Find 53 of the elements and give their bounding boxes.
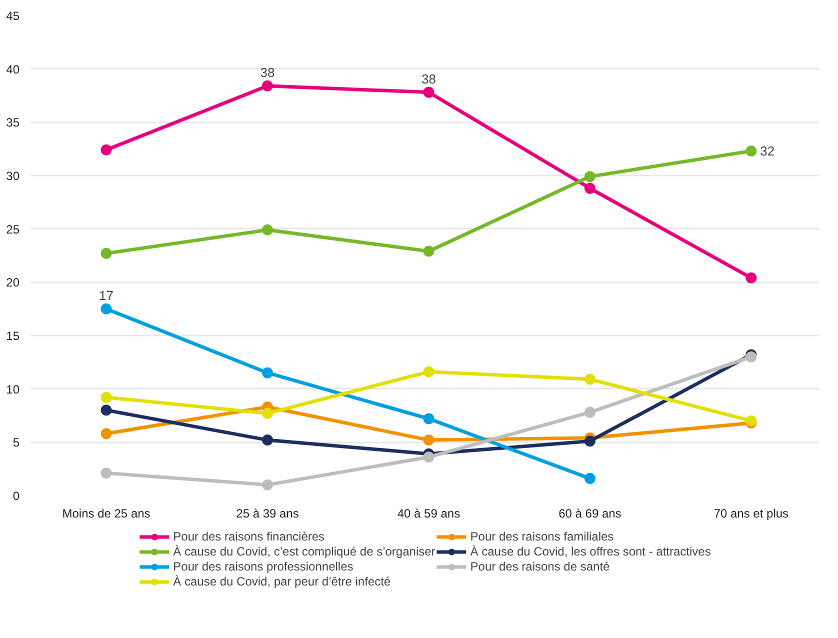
y-tick-label: 10 [6, 382, 20, 396]
point [262, 408, 273, 419]
point [423, 434, 434, 446]
legend-label: Pour des raisons financières [173, 530, 325, 544]
annotation: 32 [760, 143, 775, 158]
y-tick-label: 45 [6, 9, 20, 23]
y-tick-label: 40 [6, 62, 20, 76]
point [262, 224, 273, 236]
legend-label: À cause du Covid, les offres sont - attractives [470, 544, 711, 558]
point [423, 413, 434, 424]
point [746, 145, 757, 156]
y-tick-label: 5 [12, 436, 20, 450]
x-tick-label: 70 ans et plus [714, 506, 789, 520]
point [100, 392, 112, 403]
legend-label: À cause du Covid, c’est compliqué de s’organiser [173, 544, 436, 558]
y-tick-label: 0 [12, 489, 20, 503]
legend-label: Pour des raisons professionnelles [173, 560, 354, 574]
point [262, 479, 273, 490]
point [584, 374, 596, 385]
point [100, 248, 112, 259]
x-tick-label: Moins de 25 ans [62, 506, 150, 520]
y-tick-label: 35 [6, 116, 20, 130]
annotation: 17 [99, 288, 114, 303]
y-tick-label: 30 [6, 169, 20, 183]
point [100, 303, 112, 314]
point [262, 434, 273, 446]
y-tick-label: 15 [6, 329, 20, 343]
legend-label: Pour des raisons familiales [470, 530, 614, 544]
point [100, 404, 112, 416]
legend-label: À cause du Covid, par peur d’être infecté [173, 574, 391, 588]
annotation: 38 [260, 64, 275, 80]
point [584, 182, 596, 194]
point [262, 367, 273, 378]
point [100, 428, 112, 440]
y-tick-label: 25 [6, 222, 20, 236]
point [584, 171, 596, 182]
point [262, 80, 273, 92]
point [100, 144, 112, 156]
y-tick-label: 20 [6, 276, 20, 290]
x-tick-label: 60 à 69 ans [558, 506, 622, 520]
point [423, 86, 434, 98]
point [423, 246, 434, 257]
x-tick-label: 25 à 39 ans [236, 506, 299, 520]
point [423, 366, 434, 378]
point [746, 272, 757, 284]
point [423, 452, 434, 463]
x-tick-label: 40 à 59 ans [397, 506, 460, 520]
point [100, 468, 112, 479]
legend-label: Pour des raisons de santé [470, 560, 610, 574]
annotation: 38 [421, 71, 436, 86]
point [584, 406, 596, 418]
point [584, 436, 596, 447]
point [584, 472, 596, 484]
